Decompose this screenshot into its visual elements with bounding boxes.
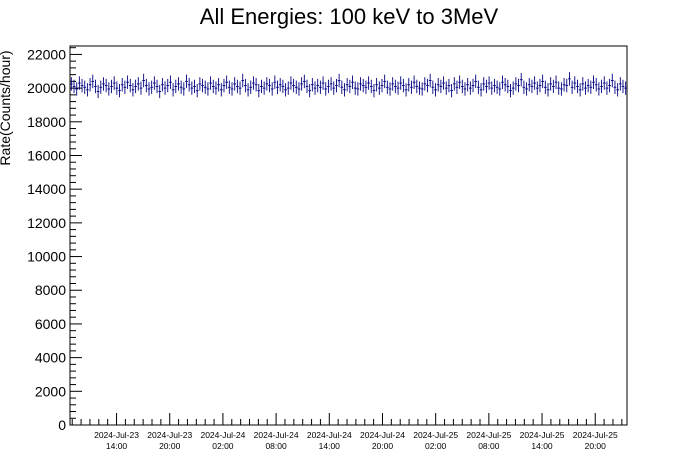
x-tick-time-label: 08:00 [478,441,500,451]
x-tick-date-label: 2024-Jul-24 [200,430,245,440]
x-tick-date-label: 2024-Jul-25 [413,430,458,440]
y-axis-label: Rate(Counts/hour) [0,50,13,165]
y-axis: 0 2000 4000 6000 8000 10000 12000 14000 16000 180… [27,46,82,433]
plot-frame [69,45,628,426]
x-tick-time-label: 08:00 [265,441,287,451]
x-tick-date-label: 2024-Jul-24 [360,430,405,440]
x-tick-date-label: 2024-Jul-24 [254,430,299,440]
x-tick-date-label: 2024-Jul-25 [466,430,511,440]
x-tick-date-label: 2024-Jul-25 [520,430,565,440]
x-tick-time-label: 14:00 [531,441,553,451]
y-tick-label: 12000 [27,215,66,231]
y-tick-label: 18000 [27,114,66,130]
x-tick-time-label: 02:00 [212,441,234,451]
y-tick-label: 4000 [35,350,66,366]
x-tick-date-label: 2024-Jul-24 [307,430,352,440]
y-tick-label: 0 [58,417,66,433]
x-tick-date-label: 2024-Jul-23 [94,430,139,440]
x-tick-time-label: 20:00 [585,441,607,451]
x-tick-time-label: 20:00 [372,441,394,451]
x-tick-time-label: 02:00 [425,441,447,451]
x-axis: 2024-Jul-2314:002024-Jul-2320:002024-Jul… [71,413,623,451]
x-tick-date-label: 2024-Jul-23 [147,430,192,440]
plot-border [69,45,628,426]
x-tick-time-label: 20:00 [159,441,181,451]
y-tick-label: 14000 [27,181,66,197]
x-tick-date-label: 2024-Jul-25 [573,430,618,440]
y-tick-label: 10000 [27,249,66,265]
y-tick-label: 8000 [35,282,66,298]
chart-title: All Energies: 100 keV to 3MeV [200,4,499,29]
data-series [70,72,627,99]
x-tick-time-label: 14:00 [106,441,128,451]
y-tick-label: 2000 [35,383,66,399]
y-tick-label: 6000 [35,316,66,332]
y-tick-label: 20000 [27,80,66,96]
y-tick-label: 16000 [27,147,66,163]
y-tick-label: 22000 [27,46,66,62]
x-tick-time-label: 14:00 [319,441,341,451]
